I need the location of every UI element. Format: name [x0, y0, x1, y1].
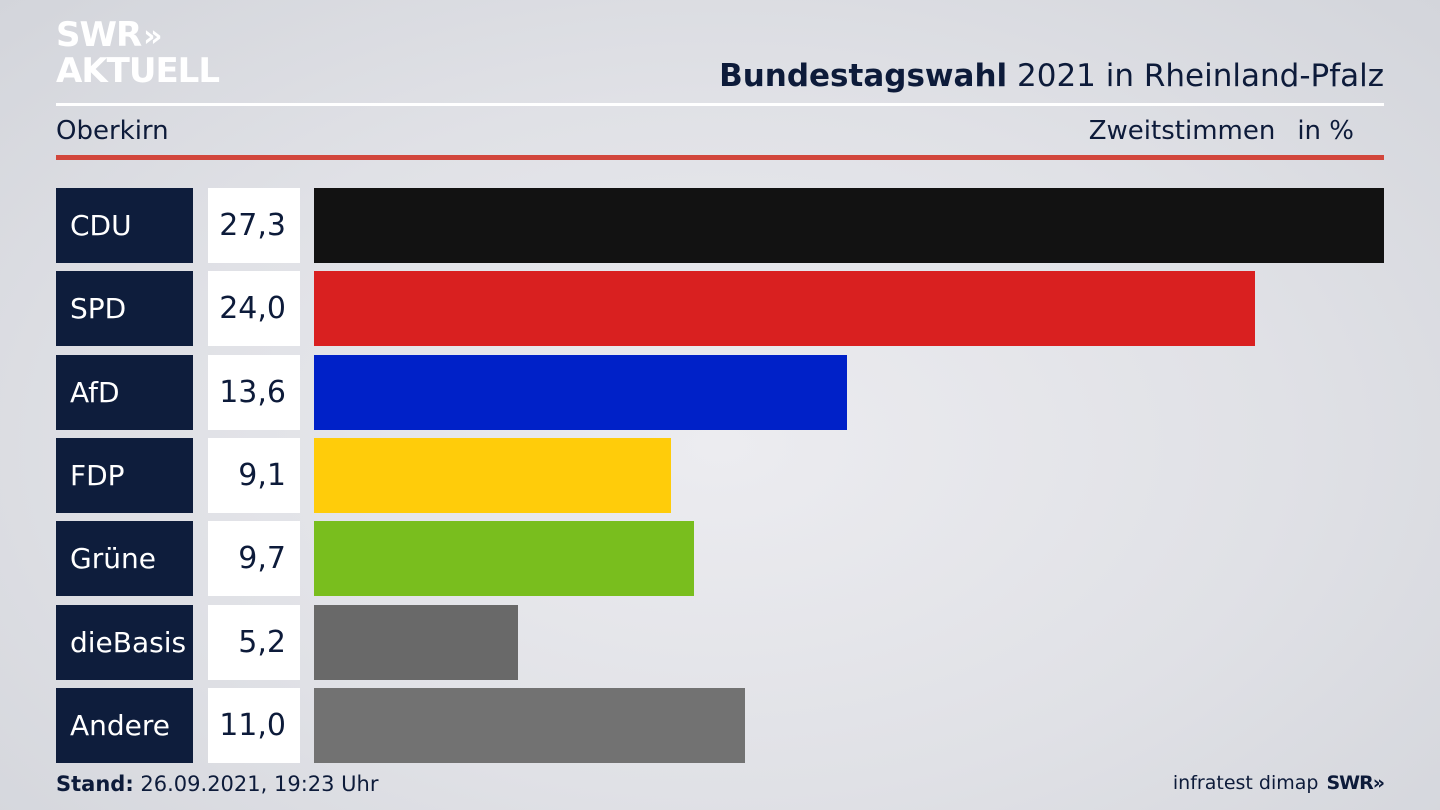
- bar: [314, 521, 695, 597]
- bar: [314, 604, 518, 680]
- bar-row: SPD 24,0: [56, 271, 1384, 347]
- bar: [314, 687, 746, 763]
- timestamp: Stand: 26.09.2021, 19:23 Uhr: [56, 772, 379, 796]
- party-label: SPD: [56, 271, 193, 347]
- bar: [314, 188, 1384, 263]
- swr-logo-icon: SWR»: [1326, 772, 1385, 794]
- bar: [314, 271, 1255, 347]
- value-label: 24,0: [208, 271, 300, 347]
- value-label: 13,6: [208, 354, 300, 430]
- title-rest: 2021 in Rheinland-Pfalz: [1007, 58, 1384, 94]
- chart-title: Bundestagswahl 2021 in Rheinland-Pfalz: [719, 58, 1384, 94]
- measure-text: Zweitstimmen: [1088, 116, 1276, 146]
- source: infratest dimap SWR»: [1172, 772, 1385, 794]
- measure-label: Zweitstimmen in %: [1089, 116, 1354, 146]
- party-label: Andere: [56, 687, 193, 763]
- unit-text: in %: [1297, 116, 1354, 146]
- stand-label: Stand:: [56, 772, 134, 796]
- value-label: 9,7: [208, 521, 300, 597]
- bar: [314, 354, 848, 430]
- bar-row: dieBasis 5,2: [56, 604, 1384, 680]
- stand-value: 26.09.2021, 19:23 Uhr: [133, 772, 379, 796]
- party-label: dieBasis: [56, 604, 193, 680]
- logo-aktuell: AKTUELL: [56, 51, 220, 91]
- swr-aktuell-logo: SWR» AKTUELL: [56, 15, 220, 91]
- party-label: CDU: [56, 188, 193, 263]
- value-label: 11,0: [208, 687, 300, 763]
- bar-row: Andere 11,0: [56, 687, 1384, 763]
- title-bold: Bundestagswahl: [719, 58, 1008, 94]
- location-label: Oberkirn: [56, 116, 169, 146]
- subheader-divider: [56, 155, 1384, 160]
- bar-row: CDU 27,3: [56, 188, 1384, 263]
- logo-swr: SWR: [56, 15, 142, 55]
- value-label: 5,2: [208, 604, 300, 680]
- bar-row: AfD 13,6: [56, 354, 1384, 430]
- value-label: 27,3: [208, 188, 300, 263]
- bar: [314, 437, 671, 513]
- bar-row: FDP 9,1: [56, 437, 1384, 513]
- party-label: Grüne: [56, 521, 193, 597]
- party-label: FDP: [56, 437, 193, 513]
- logo-arrows-icon: »: [143, 19, 163, 54]
- header-divider: [56, 103, 1384, 106]
- party-label: AfD: [56, 354, 193, 430]
- source-text: infratest dimap: [1172, 772, 1319, 794]
- bar-row: Grüne 9,7: [56, 521, 1384, 597]
- value-label: 9,1: [208, 437, 300, 513]
